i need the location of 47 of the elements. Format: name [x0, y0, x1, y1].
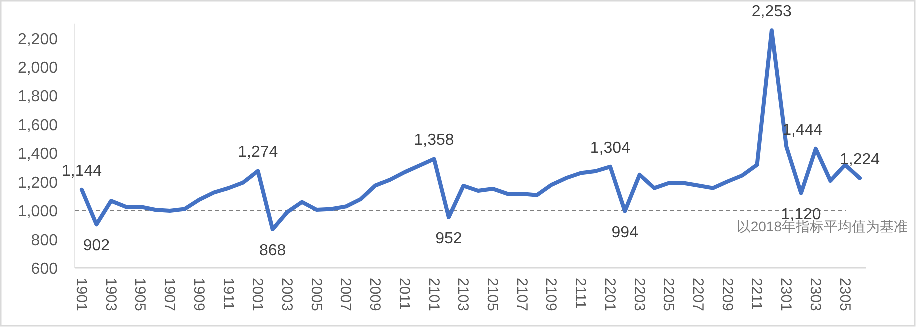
x-tick-label: 2303 [806, 278, 824, 312]
y-tick-label: 1,800 [18, 88, 58, 106]
x-tick-label: 2103 [454, 278, 472, 312]
x-tick-label: 2207 [690, 278, 707, 312]
y-tick-label: 1,000 [18, 204, 58, 221]
x-tick-label: 1901 [73, 278, 90, 312]
data-label: 868 [259, 242, 286, 260]
y-tick-label: 800 [31, 232, 58, 250]
x-tick-label: 2011 [396, 278, 413, 310]
x-tick-label: 2301 [778, 278, 795, 312]
data-label: 994 [612, 224, 639, 242]
data-label: 1,144 [62, 162, 102, 180]
x-tick-label: 2007 [337, 278, 354, 312]
x-tick-label: 2209 [718, 278, 736, 312]
x-tick-label: 2105 [484, 278, 502, 312]
x-tick-label: 2203 [630, 278, 648, 312]
y-tick-label: 1,200 [18, 174, 58, 192]
x-tick-label: 2009 [366, 278, 384, 312]
x-tick-label: 1909 [190, 278, 208, 312]
y-tick-label: 2,000 [18, 60, 58, 77]
x-tick-label: 1905 [132, 278, 149, 312]
data-label: 1,274 [238, 144, 278, 162]
y-tick-label: 1,400 [18, 146, 58, 164]
data-label: 1,358 [414, 132, 454, 150]
x-tick-label: 2107 [513, 278, 530, 312]
x-tick-label: 2101 [425, 278, 442, 312]
y-tick-label: 600 [31, 261, 58, 278]
data-label: 1,224 [840, 151, 880, 168]
x-tick-label: 2205 [660, 278, 678, 312]
x-tick-label: 1911 [220, 278, 237, 310]
data-label: 1,304 [590, 140, 631, 157]
x-tick-label: 1907 [161, 278, 178, 312]
x-tick-label: 2201 [601, 278, 618, 312]
y-tick-label: 1,600 [18, 117, 58, 134]
x-tick-label: 2109 [542, 278, 560, 312]
x-tick-label: 2111 [572, 278, 590, 310]
x-tick-label: 2003 [278, 278, 296, 312]
y-tick-label: 2,200 [18, 31, 58, 48]
ref-line-label: 以2018年指标平均值为基准 [736, 218, 908, 235]
x-tick-label: 2005 [308, 278, 325, 312]
x-tick-label: 2211 [748, 278, 766, 310]
x-tick-label: 2001 [249, 278, 266, 312]
data-label: 2,253 [752, 4, 792, 21]
data-label: 902 [83, 238, 110, 255]
x-tick-label: 2305 [836, 278, 854, 312]
x-tick-label: 1903 [102, 278, 120, 312]
data-label: 952 [436, 230, 462, 248]
